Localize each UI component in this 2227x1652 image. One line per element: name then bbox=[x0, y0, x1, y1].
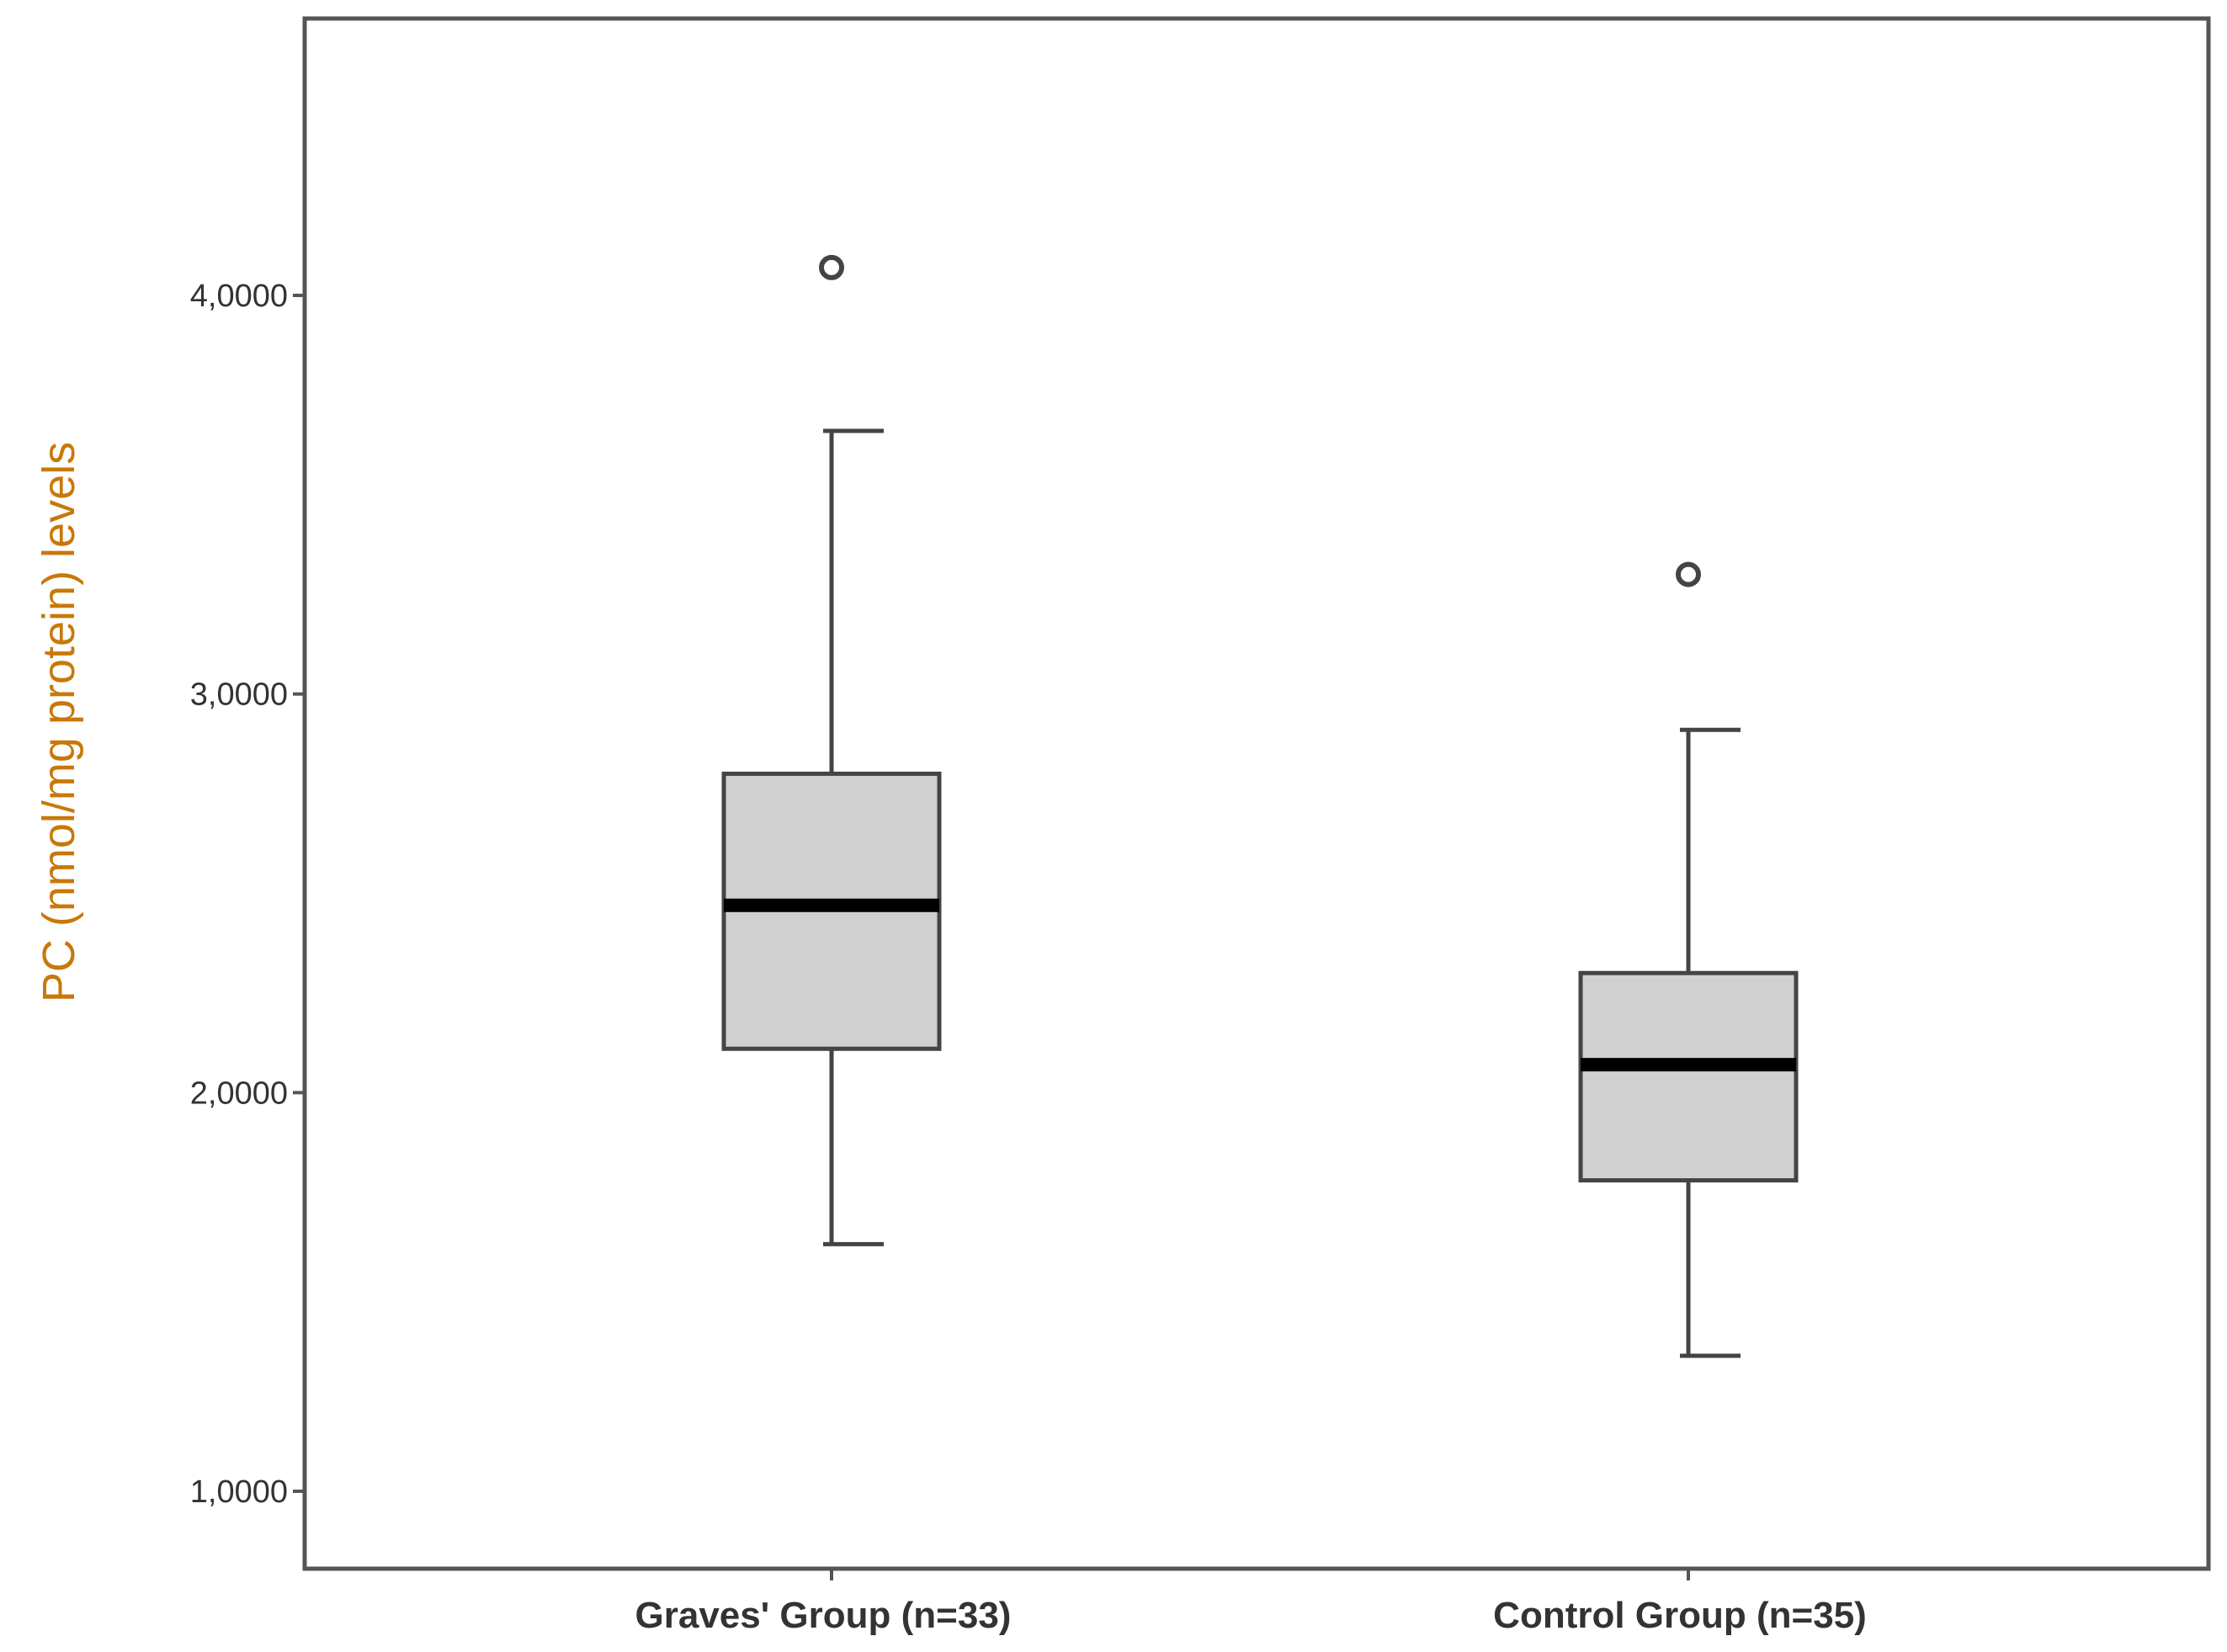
x-axis: Graves' Group (n=33) Control Group (n=35) bbox=[635, 1569, 1867, 1636]
outlier-point bbox=[1676, 561, 1701, 587]
y-axis-title: PC (nmol/mg protein) levels bbox=[34, 442, 84, 1002]
y-tick-label: 4,0000 bbox=[190, 279, 288, 314]
x-tick-label: Control Group (n=35) bbox=[1493, 1595, 1867, 1636]
y-axis: 1,0000 2,0000 3,0000 4,0000 bbox=[190, 279, 305, 1510]
x-tick-label: Graves' Group (n=33) bbox=[635, 1595, 1012, 1636]
plot-frame bbox=[302, 16, 2211, 1571]
outlier-point bbox=[819, 254, 844, 280]
iqr-box bbox=[1578, 970, 1799, 1183]
y-tick-label: 2,0000 bbox=[190, 1076, 288, 1111]
y-tick-label: 3,0000 bbox=[190, 677, 288, 713]
box-group bbox=[721, 254, 942, 1246]
box-group bbox=[1578, 561, 1799, 1358]
y-tick-label: 1,0000 bbox=[190, 1474, 288, 1510]
box-series bbox=[721, 254, 1799, 1358]
